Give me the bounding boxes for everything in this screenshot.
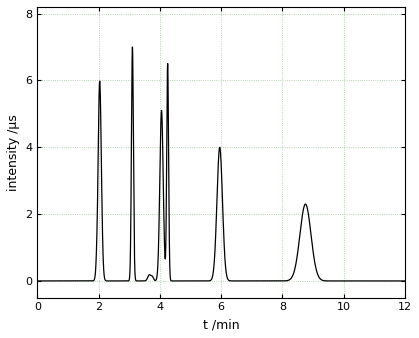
X-axis label: t /min: t /min [203, 318, 240, 331]
Y-axis label: intensity /µs: intensity /µs [7, 114, 20, 191]
